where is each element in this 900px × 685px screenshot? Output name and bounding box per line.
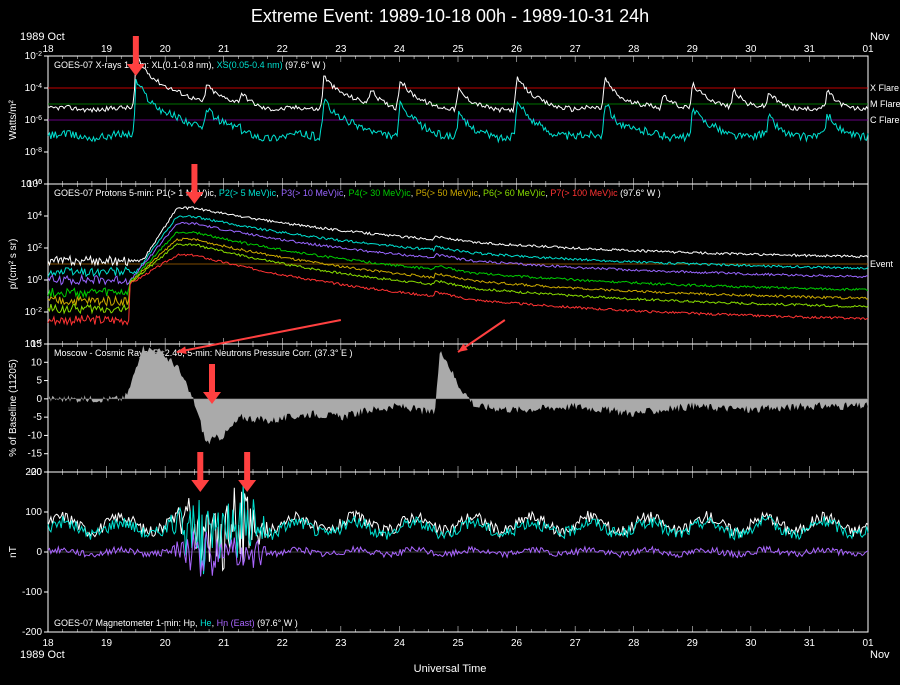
ytick: 104 [27, 211, 42, 223]
x-axis-label: Universal Time [414, 663, 487, 675]
bottom-tick: 24 [394, 638, 406, 649]
bottom-left-date: 1989 Oct [20, 649, 65, 661]
series-P2 [48, 216, 868, 277]
series-P1 [48, 207, 868, 266]
bottom-tick: 28 [628, 638, 640, 649]
arrow-down-head [238, 480, 256, 492]
right-label: M Flare [870, 99, 900, 109]
bottom-tick: 01 [862, 638, 874, 649]
bottom-tick: 20 [160, 638, 172, 649]
panel-desc-protons: GOES-07 Protons 5-min: P1(> 1 MeV)ic, P2… [54, 188, 661, 198]
ytick: 102 [27, 243, 42, 255]
top-tick: 28 [628, 44, 640, 55]
ytick: -10 [28, 430, 43, 441]
top-tick: 26 [511, 44, 523, 55]
series-XS [48, 79, 868, 141]
panel-desc-magnetometer: GOES-07 Magnetometer 1-min: Hp, He, Hn (… [54, 618, 298, 628]
ytick: 200 [25, 467, 42, 478]
ytick: -200 [22, 627, 42, 638]
top-tick: 30 [745, 44, 757, 55]
bottom-tick: 19 [101, 638, 113, 649]
arrow-diag-head [458, 344, 468, 352]
ytick: 10-2 [25, 307, 42, 319]
series-Hn [48, 532, 868, 577]
right-label: X Flare [870, 83, 899, 93]
bottom-tick: 21 [218, 638, 230, 649]
top-tick: 01 [862, 44, 874, 55]
bottom-tick: 23 [335, 638, 347, 649]
ytick: 10-8 [25, 147, 42, 159]
bottom-tick: 30 [745, 638, 757, 649]
ytick: 0 [36, 394, 42, 405]
top-tick: 18 [42, 44, 54, 55]
top-tick: 29 [687, 44, 699, 55]
ylabel-protons: p/(cm² s sr) [8, 239, 19, 290]
ytick: 106 [27, 179, 42, 191]
ytick: 0 [36, 547, 42, 558]
ytick: 100 [27, 275, 42, 287]
ytick: 10-4 [25, 83, 42, 95]
bottom-tick: 26 [511, 638, 523, 649]
cosmic-area [48, 345, 868, 444]
top-tick: 31 [804, 44, 816, 55]
bottom-tick: 18 [42, 638, 54, 649]
top-tick: 19 [101, 44, 113, 55]
series-Hp [48, 488, 868, 570]
bottom-tick: 25 [452, 638, 464, 649]
chart-title: Extreme Event: 1989-10-18 00h - 1989-10-… [251, 6, 649, 26]
top-tick: 24 [394, 44, 406, 55]
panel-desc-cosmic: Moscow - Cosmic Rays, R=2.46, 5-min: Neu… [54, 348, 352, 358]
ytick: 5 [36, 376, 42, 387]
ylabel-cosmic: % of Baseline (11205) [8, 359, 19, 457]
ytick: 100 [25, 507, 42, 518]
top-tick: 27 [570, 44, 582, 55]
arrow-down-head [191, 480, 209, 492]
top-right-date: Nov [870, 31, 890, 43]
top-tick: 25 [452, 44, 464, 55]
right-label: C Flare [870, 115, 900, 125]
ylabel-xrays: Watts/m² [8, 100, 19, 140]
bottom-tick: 31 [804, 638, 816, 649]
bottom-tick: 29 [687, 638, 699, 649]
arrow-down-head [127, 64, 145, 76]
top-tick: 21 [218, 44, 230, 55]
ytick: 10-2 [25, 51, 42, 63]
arrow-down-head [185, 192, 203, 204]
ytick: 10-6 [25, 115, 42, 127]
bottom-tick: 22 [277, 638, 289, 649]
panel-desc-xrays: GOES-07 X-rays 1-min: XL(0.1-0.8 nm), XS… [54, 60, 326, 70]
bottom-tick: 27 [570, 638, 582, 649]
series-P5 [48, 238, 868, 305]
ytick: 10 [31, 357, 43, 368]
top-tick: 20 [160, 44, 172, 55]
bottom-right-date: Nov [870, 649, 890, 661]
top-tick: 23 [335, 44, 347, 55]
ytick: -100 [22, 587, 42, 598]
ytick: -5 [33, 412, 42, 423]
ylabel-magnetometer: nT [8, 546, 19, 558]
ytick: -15 [28, 449, 43, 460]
top-left-date: 1989 Oct [20, 31, 65, 43]
ytick: 15 [31, 339, 43, 350]
right-label: Event [870, 259, 894, 269]
top-tick: 22 [277, 44, 289, 55]
series-He [48, 485, 868, 575]
